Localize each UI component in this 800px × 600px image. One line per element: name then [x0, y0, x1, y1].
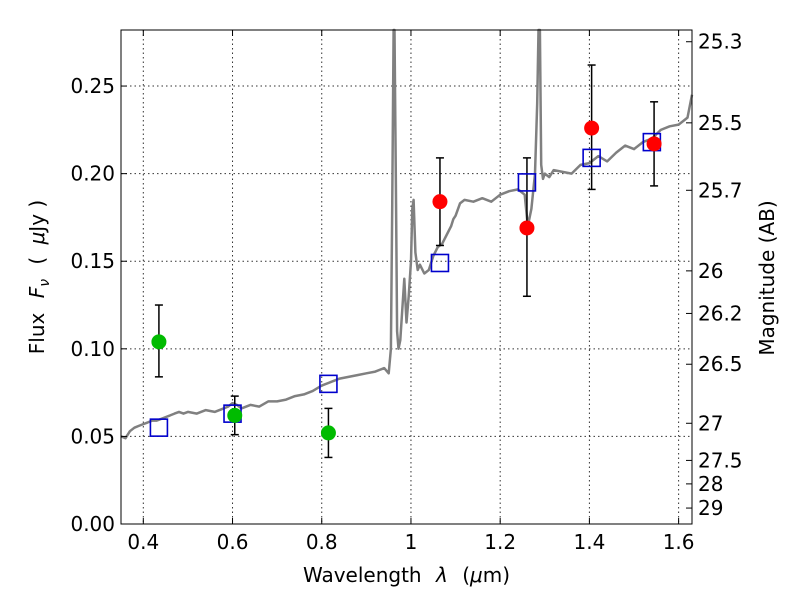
x-axis-title-text: Wavelength — [303, 563, 422, 587]
y-axis-title: Flux Fν ( μJy ) — [25, 200, 54, 354]
y-axis-title-subscript: ν — [37, 279, 53, 287]
observed-photometry-point — [432, 194, 448, 210]
y-tick-label: 0.00 — [70, 512, 115, 536]
y-tick-label: 0.25 — [70, 74, 115, 98]
x-tick-label: 1.6 — [663, 530, 695, 554]
observed-photometry-markers — [151, 120, 662, 441]
y2-tick-label: 25.5 — [698, 111, 743, 135]
y2-tick-label: 28 — [698, 472, 723, 496]
model-photometry-point — [430, 253, 450, 273]
x-tick-label: 0.8 — [306, 530, 338, 554]
observed-photometry-point — [320, 425, 336, 441]
y-axis-title-symbol: F — [25, 286, 49, 298]
x-axis-title-unit-open: ( — [462, 563, 470, 587]
x-axis-title-unit-rest: m) — [483, 563, 510, 587]
spectrum-layer — [120, 28, 694, 440]
observed-photometry-point — [151, 334, 167, 350]
y-axis-title-unit-mu: μ — [25, 232, 49, 246]
y2-tick-label: 27.5 — [698, 448, 743, 472]
x-axis-title-symbol: λ — [435, 563, 448, 587]
x-axis-title-unit-mu: μ — [469, 563, 483, 587]
grid — [121, 30, 692, 524]
plot-frame — [120, 29, 693, 525]
y2-tick-label: 26.5 — [698, 352, 743, 376]
y-axis-title-text: Flux — [25, 312, 49, 354]
model-photometry-point — [582, 148, 601, 168]
model-photometry-point — [319, 374, 338, 394]
y2-tick-label: 26.2 — [698, 301, 743, 325]
y-axis-title-unit-open: ( — [25, 257, 49, 265]
x-tick-label: 0.4 — [127, 530, 159, 554]
model-photometry-point — [149, 418, 169, 437]
x-tick-label: 1.4 — [573, 530, 605, 554]
x-tick-label: 0.6 — [217, 530, 249, 554]
y2-tick-label: 26 — [698, 259, 723, 283]
y2-tick-label: 27 — [698, 411, 723, 435]
observed-photometry-point — [519, 220, 535, 236]
y-axis-title-unit-rest: Jy ) — [25, 200, 49, 234]
axis-ticks: 0.4 0.6 0.8 1 1.2 1.4 1.6 0.00 0.05 0.10 0.15 0.20 0… — [70, 30, 742, 554]
y-tick-label: 0.05 — [70, 424, 115, 448]
spectrum-line — [120, 28, 694, 440]
y-tick-label: 0.20 — [70, 162, 115, 186]
x-tick-label: 1.2 — [484, 530, 516, 554]
observed-photometry-point — [227, 407, 243, 423]
y-tick-label: 0.15 — [70, 249, 115, 273]
y2-axis-title: Magnitude (AB) — [755, 200, 779, 355]
y2-tick-label: 25.3 — [698, 30, 743, 54]
x-tick-label: 1 — [405, 530, 418, 554]
y2-tick-label: 29 — [698, 496, 723, 520]
y2-tick-label: 25.7 — [698, 178, 743, 202]
model-photometry-point — [517, 173, 537, 192]
x-axis-title: Wavelength λ (μm) — [303, 563, 510, 587]
observed-photometry-point — [646, 136, 662, 152]
y-tick-label: 0.10 — [70, 337, 115, 361]
observed-photometry-point — [584, 120, 600, 136]
